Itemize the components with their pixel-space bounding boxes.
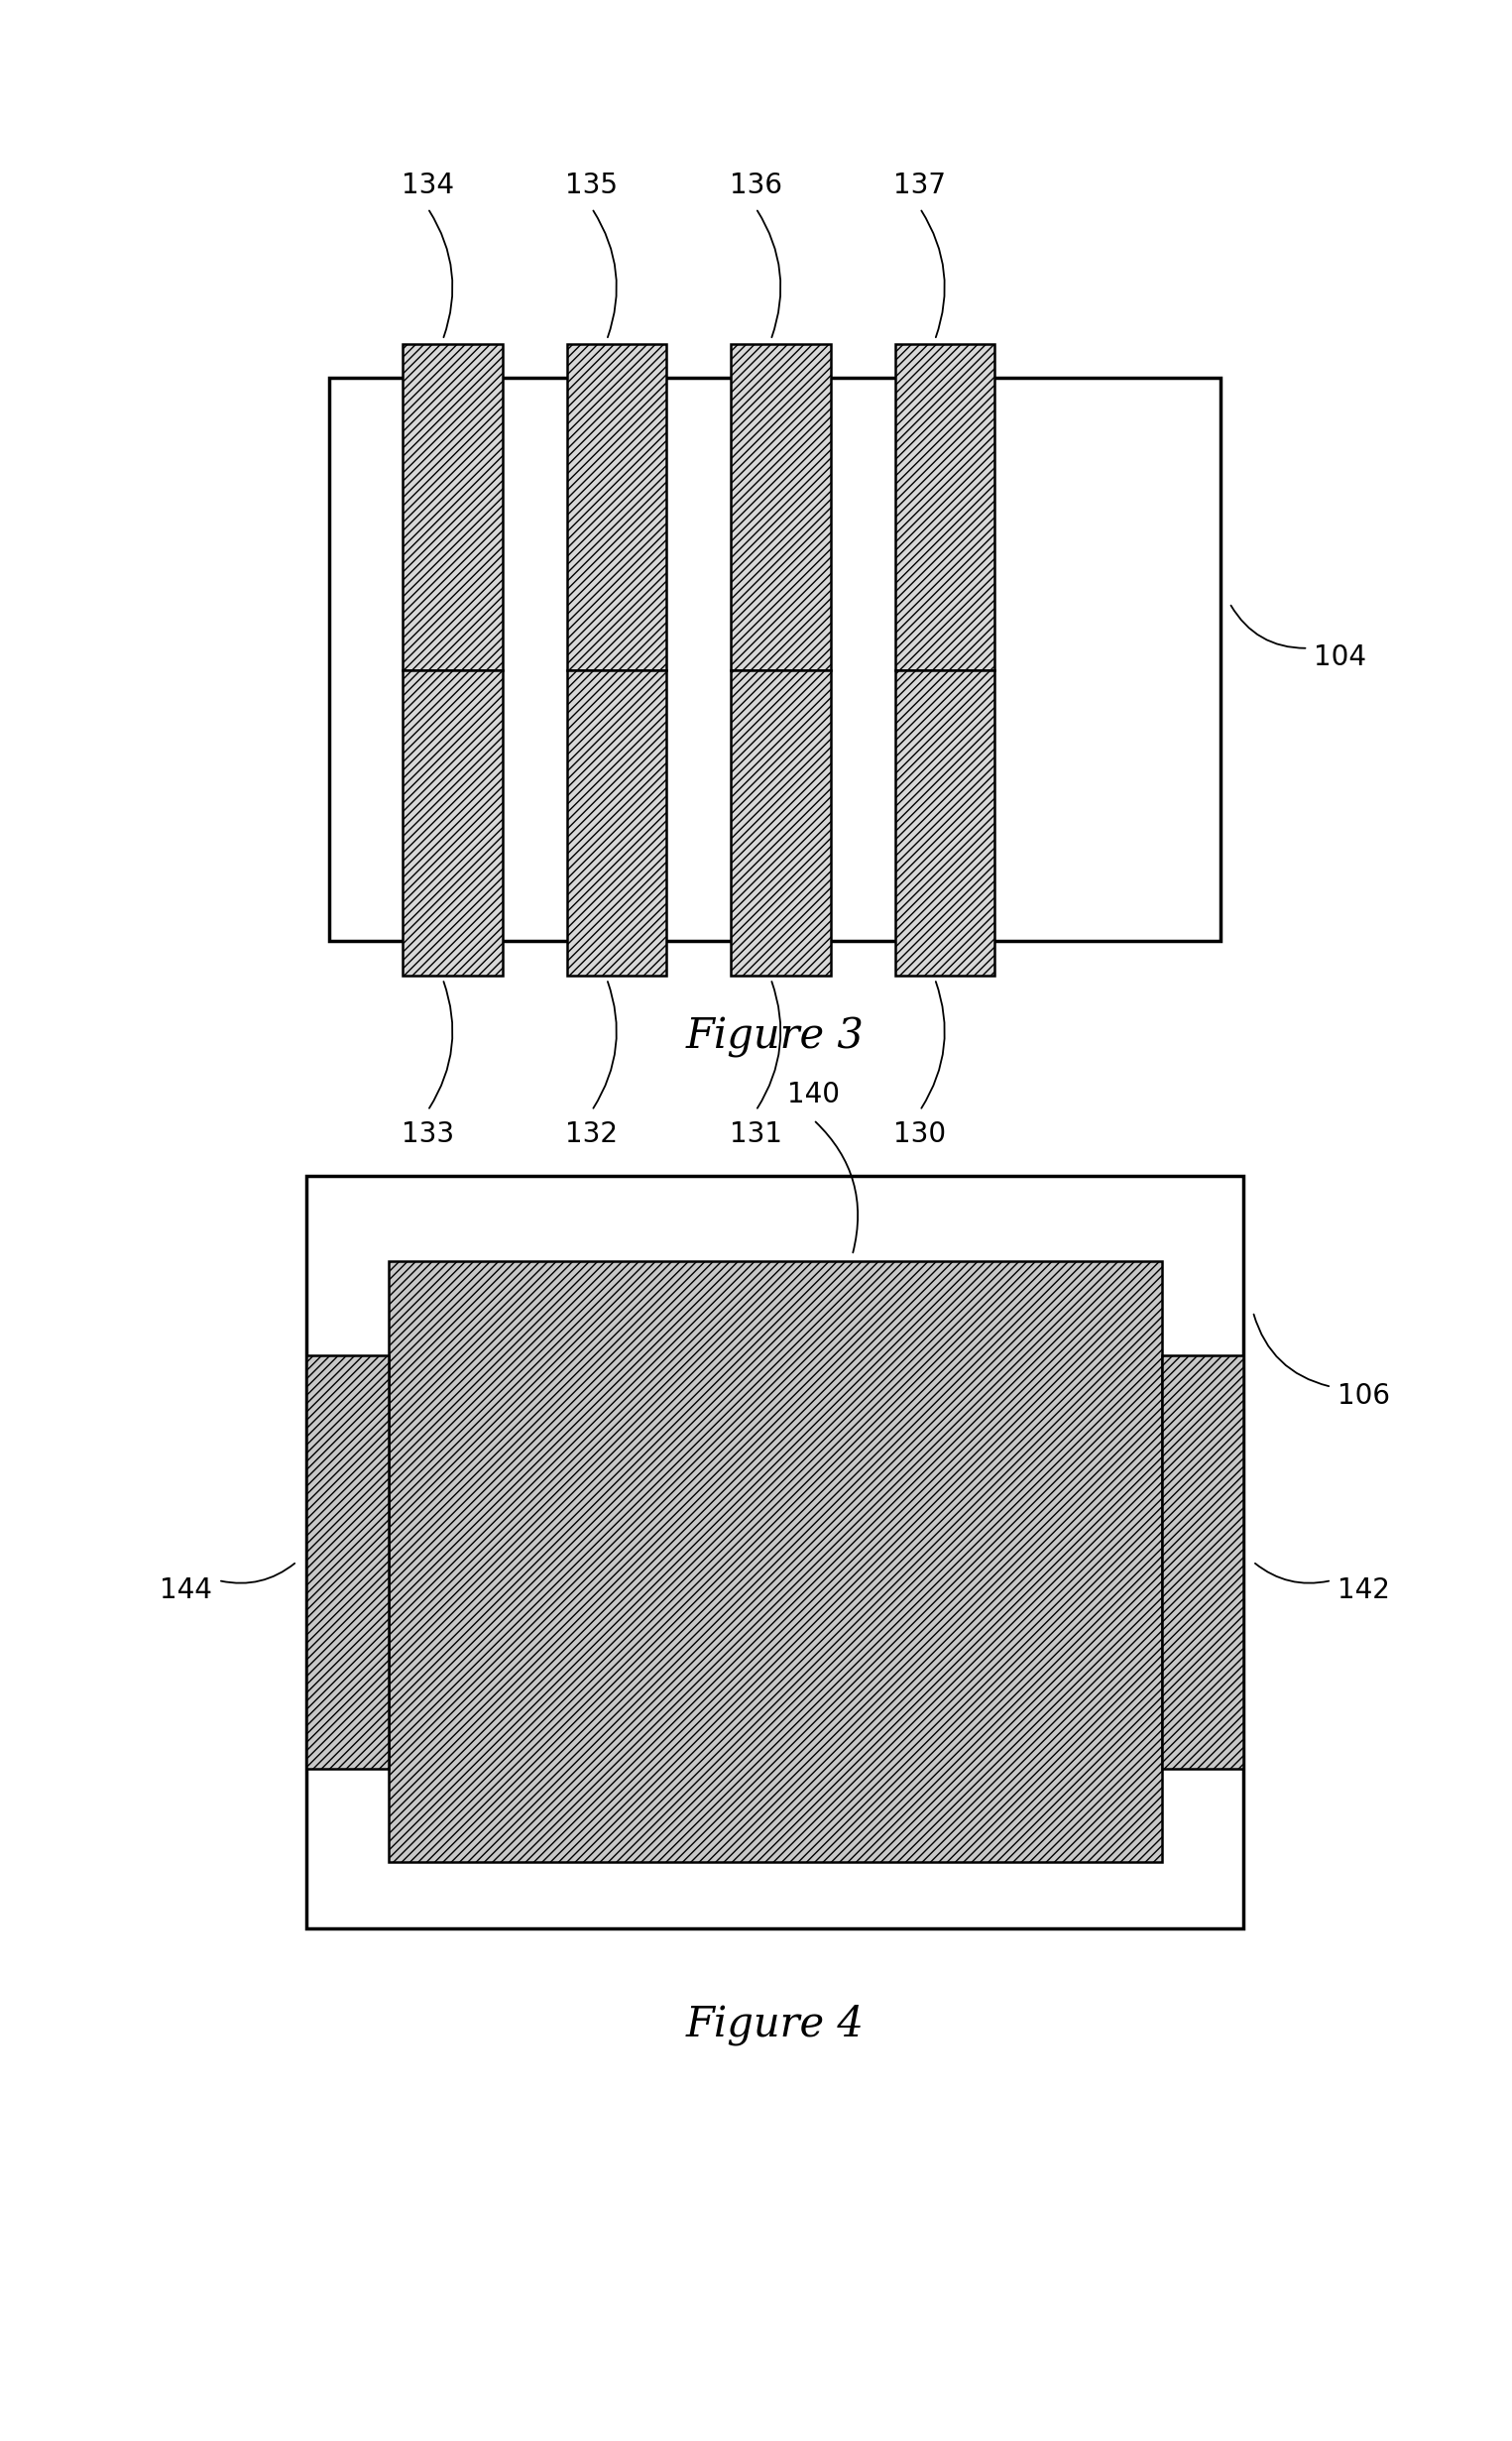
Text: 142: 142	[1337, 1577, 1390, 1604]
Text: 104: 104	[1314, 644, 1367, 671]
Text: 135: 135	[565, 171, 618, 198]
Bar	[389, 1262, 1161, 1862]
Text: 132: 132	[565, 1120, 618, 1147]
Text: 136: 136	[730, 171, 782, 198]
Text: 144: 144	[160, 1577, 212, 1604]
Text: 131: 131	[730, 1120, 782, 1147]
Bar	[402, 344, 502, 671]
Text: Figure 4: Figure 4	[686, 2004, 863, 2046]
Bar	[730, 344, 830, 671]
Bar	[895, 671, 995, 976]
Bar	[1161, 1355, 1243, 1767]
Bar	[305, 1177, 1243, 1928]
Bar	[402, 671, 502, 976]
Bar	[567, 671, 667, 976]
Text: 130: 130	[894, 1120, 947, 1147]
Text: Figure 3: Figure 3	[686, 1015, 863, 1059]
Bar	[567, 344, 667, 671]
Bar	[305, 1355, 389, 1767]
Bar	[730, 671, 830, 976]
Text: 140: 140	[788, 1081, 839, 1108]
Text: 106: 106	[1337, 1382, 1390, 1411]
Text: 134: 134	[402, 171, 454, 198]
Text: 133: 133	[401, 1120, 454, 1147]
Bar	[330, 378, 1220, 942]
Bar	[895, 344, 995, 671]
Text: 137: 137	[894, 171, 947, 198]
